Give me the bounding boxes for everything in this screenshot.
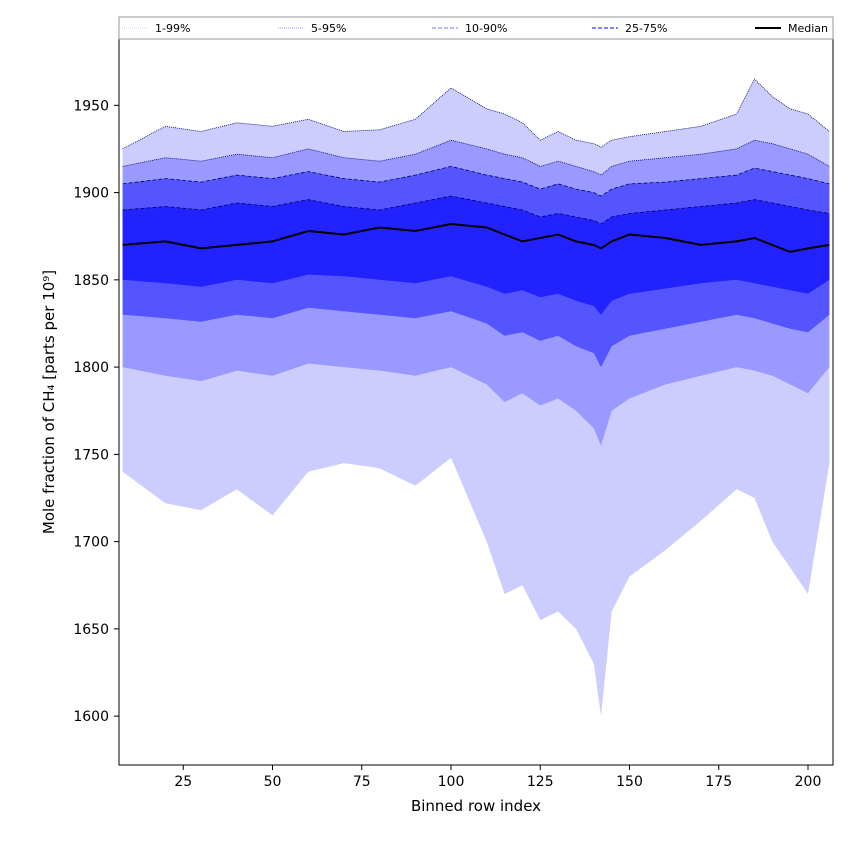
legend-label: 25-75% bbox=[625, 22, 667, 35]
x-ticks: 25 50 75 100 125 150 175 200 bbox=[174, 765, 821, 790]
y-tick-label: 1750 bbox=[73, 447, 109, 463]
x-tick-label: 150 bbox=[616, 774, 643, 790]
x-tick-label: 100 bbox=[438, 774, 465, 790]
x-tick-label: 75 bbox=[353, 774, 371, 790]
x-tick-label: 175 bbox=[705, 774, 732, 790]
y-tick-label: 1850 bbox=[73, 273, 109, 289]
y-tick-label: 1950 bbox=[73, 98, 109, 114]
y-tick-label: 1900 bbox=[73, 186, 109, 202]
x-tick-label: 125 bbox=[527, 774, 554, 790]
legend-label: 1-99% bbox=[155, 22, 190, 35]
legend-label: 5-95% bbox=[311, 22, 346, 35]
legend-label: 10-90% bbox=[465, 22, 507, 35]
y-tick-label: 1700 bbox=[73, 535, 109, 551]
y-tick-label: 1800 bbox=[73, 360, 109, 376]
x-axis-label: Binned row index bbox=[411, 797, 541, 815]
bands-group bbox=[123, 79, 830, 716]
y-axis-label: Mole fraction of CH₄ [parts per 10⁹] bbox=[40, 270, 58, 534]
y-ticks: 1600 1650 1700 1750 1800 1850 1900 1950 bbox=[73, 98, 119, 725]
x-tick-label: 25 bbox=[174, 774, 192, 790]
legend-label: Median bbox=[788, 22, 828, 35]
legend: 1-99% 5-95% 10-90% 25-75% Median bbox=[119, 17, 833, 39]
y-tick-label: 1600 bbox=[73, 709, 109, 725]
y-tick-label: 1650 bbox=[73, 622, 109, 638]
x-tick-label: 50 bbox=[264, 774, 282, 790]
x-tick-label: 200 bbox=[795, 774, 822, 790]
